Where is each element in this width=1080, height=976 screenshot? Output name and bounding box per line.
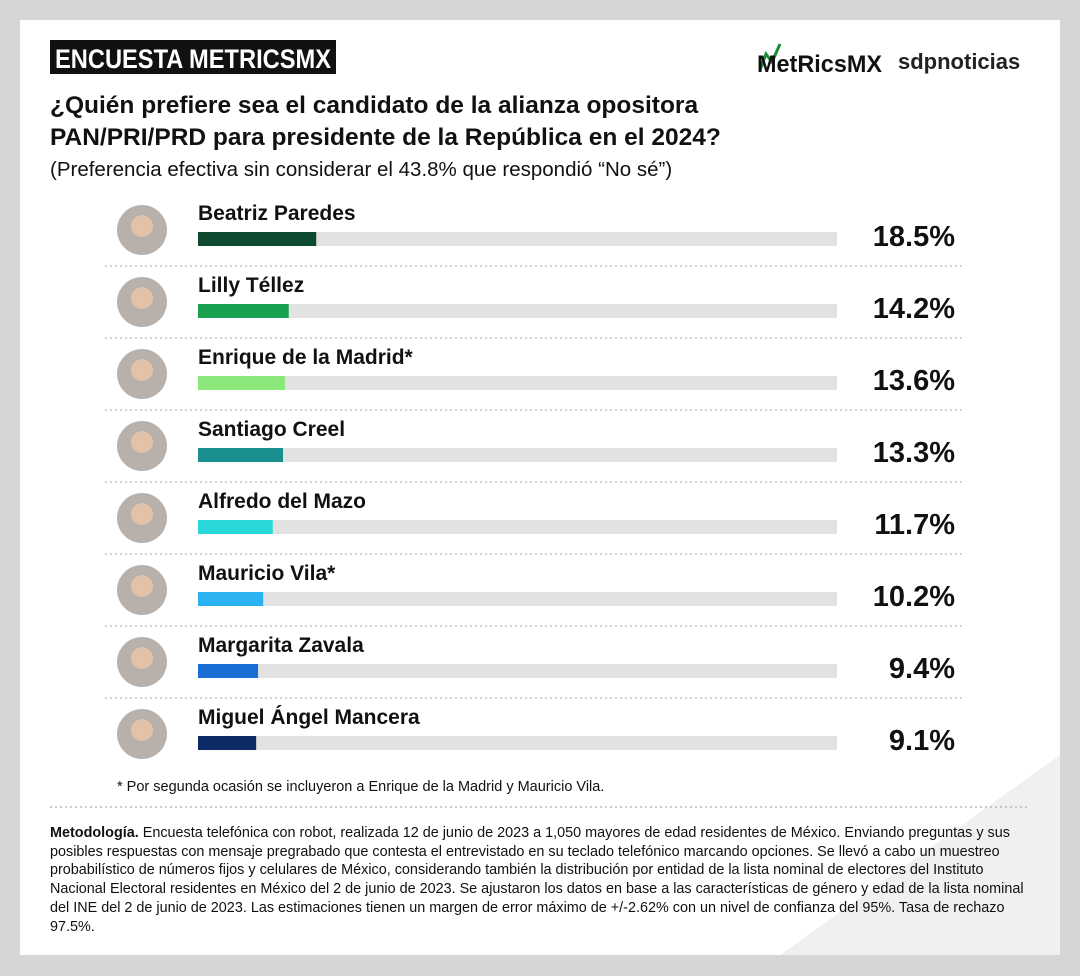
avatar-face	[131, 503, 153, 525]
badge: ENCUESTA METRICSMX	[55, 44, 331, 74]
value-label: 10.2%	[873, 581, 955, 613]
title-line: ¿Quién prefiere sea el candidato de la a…	[50, 92, 698, 119]
card	[20, 20, 1060, 955]
logo-left: MetRicsMX	[757, 51, 882, 78]
bar	[198, 376, 285, 390]
corner-decoration	[780, 755, 1060, 955]
candidate-name: Mauricio Vila*	[198, 562, 336, 585]
candidate-name: Beatriz Paredes	[198, 202, 356, 225]
value-label: 14.2%	[873, 293, 955, 325]
logo-icon	[758, 43, 782, 71]
logo-right: sdpnoticias	[898, 49, 1020, 74]
avatar-face	[131, 431, 153, 453]
bar-track	[198, 448, 837, 462]
bar	[198, 664, 259, 678]
bar-track	[198, 304, 837, 318]
avatar-face	[131, 215, 153, 237]
badge-bg	[50, 40, 336, 74]
bar-track	[198, 736, 837, 750]
avatar-face	[131, 287, 153, 309]
bar	[198, 520, 273, 534]
footnote: * Por segunda ocasión se incluyeron a En…	[117, 779, 604, 795]
avatar-face	[131, 359, 153, 381]
candidate-name: Margarita Zavala	[198, 634, 364, 657]
methodology: Metodología. Encuesta telefónica con rob…	[50, 824, 1035, 936]
candidate-name: Miguel Ángel Mancera	[198, 706, 420, 729]
bar-track	[198, 232, 837, 246]
candidate-name: Alfredo del Mazo	[198, 490, 366, 513]
candidate-name: Santiago Creel	[198, 418, 345, 441]
bar-track	[198, 664, 837, 678]
bar	[198, 304, 289, 318]
avatar-face	[131, 719, 153, 741]
bar	[198, 736, 257, 750]
bar-track	[198, 520, 837, 534]
bar-track	[198, 376, 837, 390]
title-line: PAN/PRI/PRD para presidente de la Repúbl…	[50, 124, 721, 151]
candidate-name: Enrique de la Madrid*	[198, 346, 414, 369]
value-label: 9.4%	[889, 653, 955, 685]
value-label: 9.1%	[889, 725, 955, 757]
avatar-face	[131, 575, 153, 597]
value-label: 13.6%	[873, 365, 955, 397]
bar	[198, 448, 283, 462]
bar	[198, 232, 317, 246]
methodology-text: Encuesta telefónica con robot, realizada…	[50, 825, 1024, 935]
avatar-face	[131, 647, 153, 669]
value-label: 13.3%	[873, 437, 955, 469]
methodology-label: Metodología.	[50, 825, 139, 841]
value-label: 18.5%	[873, 221, 955, 253]
subtitle: (Preferencia efectiva sin considerar el …	[50, 158, 672, 181]
bar-track	[198, 592, 837, 606]
value-label: 11.7%	[874, 509, 955, 541]
bar	[198, 592, 264, 606]
candidate-name: Lilly Téllez	[198, 274, 304, 297]
